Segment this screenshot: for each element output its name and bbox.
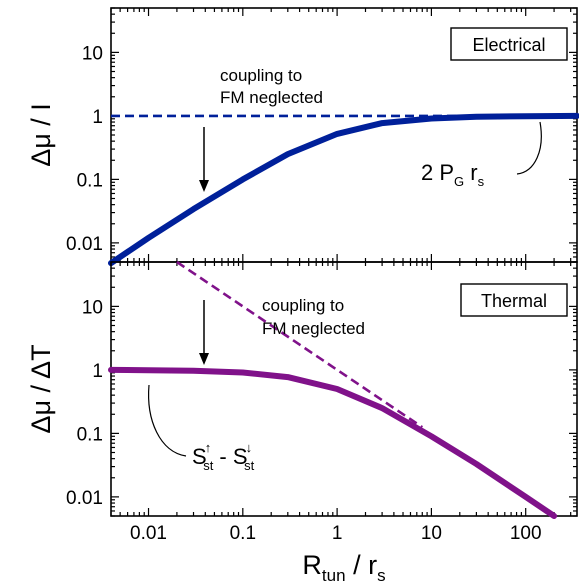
bottom-ytick-label: 10 — [82, 297, 103, 318]
bottom-xtick-label: 100 — [510, 523, 542, 544]
x-axis-label: Rtun / rs — [302, 550, 385, 584]
bottom-annotation-coupling: coupling to FM neglected — [262, 296, 365, 338]
bottom-arrow-head — [199, 353, 209, 365]
bottom-xtick-label: 0.01 — [130, 523, 167, 544]
top-coupling-line2: FM neglected — [220, 88, 323, 107]
top-ytick-label: 1 — [92, 107, 103, 128]
top-annotation-formula: 2 PG rs — [421, 122, 541, 189]
bottom-panel-thermal: 0.01 0.1 1 10 0.01 0.1 1 10 100 Thermal coupling… — [26, 262, 577, 544]
electrical-label: Electrical — [472, 35, 545, 55]
thermal-label: Thermal — [481, 291, 547, 311]
top-panel-series — [111, 116, 577, 263]
top-annotation-coupling: coupling to FM neglected — [220, 66, 323, 107]
top-arrow-head — [199, 180, 209, 192]
bottom-ytick-label: 1 — [92, 361, 103, 382]
bottom-series-solid-line — [111, 370, 554, 516]
bottom-coupling-line1: coupling to — [262, 296, 344, 315]
top-ytick-label: 0.1 — [77, 170, 103, 191]
top-series-solid-line — [111, 116, 577, 263]
bottom-panel-label-box: Thermal — [461, 284, 567, 316]
bottom-annotation-formula: S↑ st - S↓ st — [149, 385, 255, 473]
top-formula: 2 PG rs — [421, 160, 485, 189]
bottom-xtick-label: 1 — [332, 523, 343, 544]
bottom-ylabel: Δμ / ΔT — [26, 344, 56, 433]
top-arrow — [199, 127, 209, 192]
top-formula-leader — [517, 122, 541, 174]
bottom-formula-leader — [149, 385, 186, 456]
top-ytick-label: 10 — [82, 43, 103, 64]
bottom-coupling-line2: FM neglected — [262, 319, 365, 338]
bottom-formula: S↑ st - S↓ st — [192, 440, 255, 473]
bottom-xtick-label: 10 — [421, 523, 442, 544]
bottom-arrow — [199, 300, 209, 365]
top-ylabel: Δμ / I — [26, 103, 56, 167]
bottom-xtick-label: 0.1 — [230, 523, 256, 544]
bottom-ytick-label: 0.01 — [66, 488, 103, 509]
top-panel-label-box: Electrical — [451, 28, 567, 60]
bottom-series-dashed-line — [177, 262, 422, 427]
bottom-ytick-label: 0.1 — [77, 424, 103, 445]
top-coupling-line1: coupling to — [220, 66, 302, 85]
top-ytick-label: 0.01 — [66, 234, 103, 255]
top-panel-electrical: 0.01 0.1 1 10 Electrical coupling to FM neg… — [26, 8, 577, 263]
